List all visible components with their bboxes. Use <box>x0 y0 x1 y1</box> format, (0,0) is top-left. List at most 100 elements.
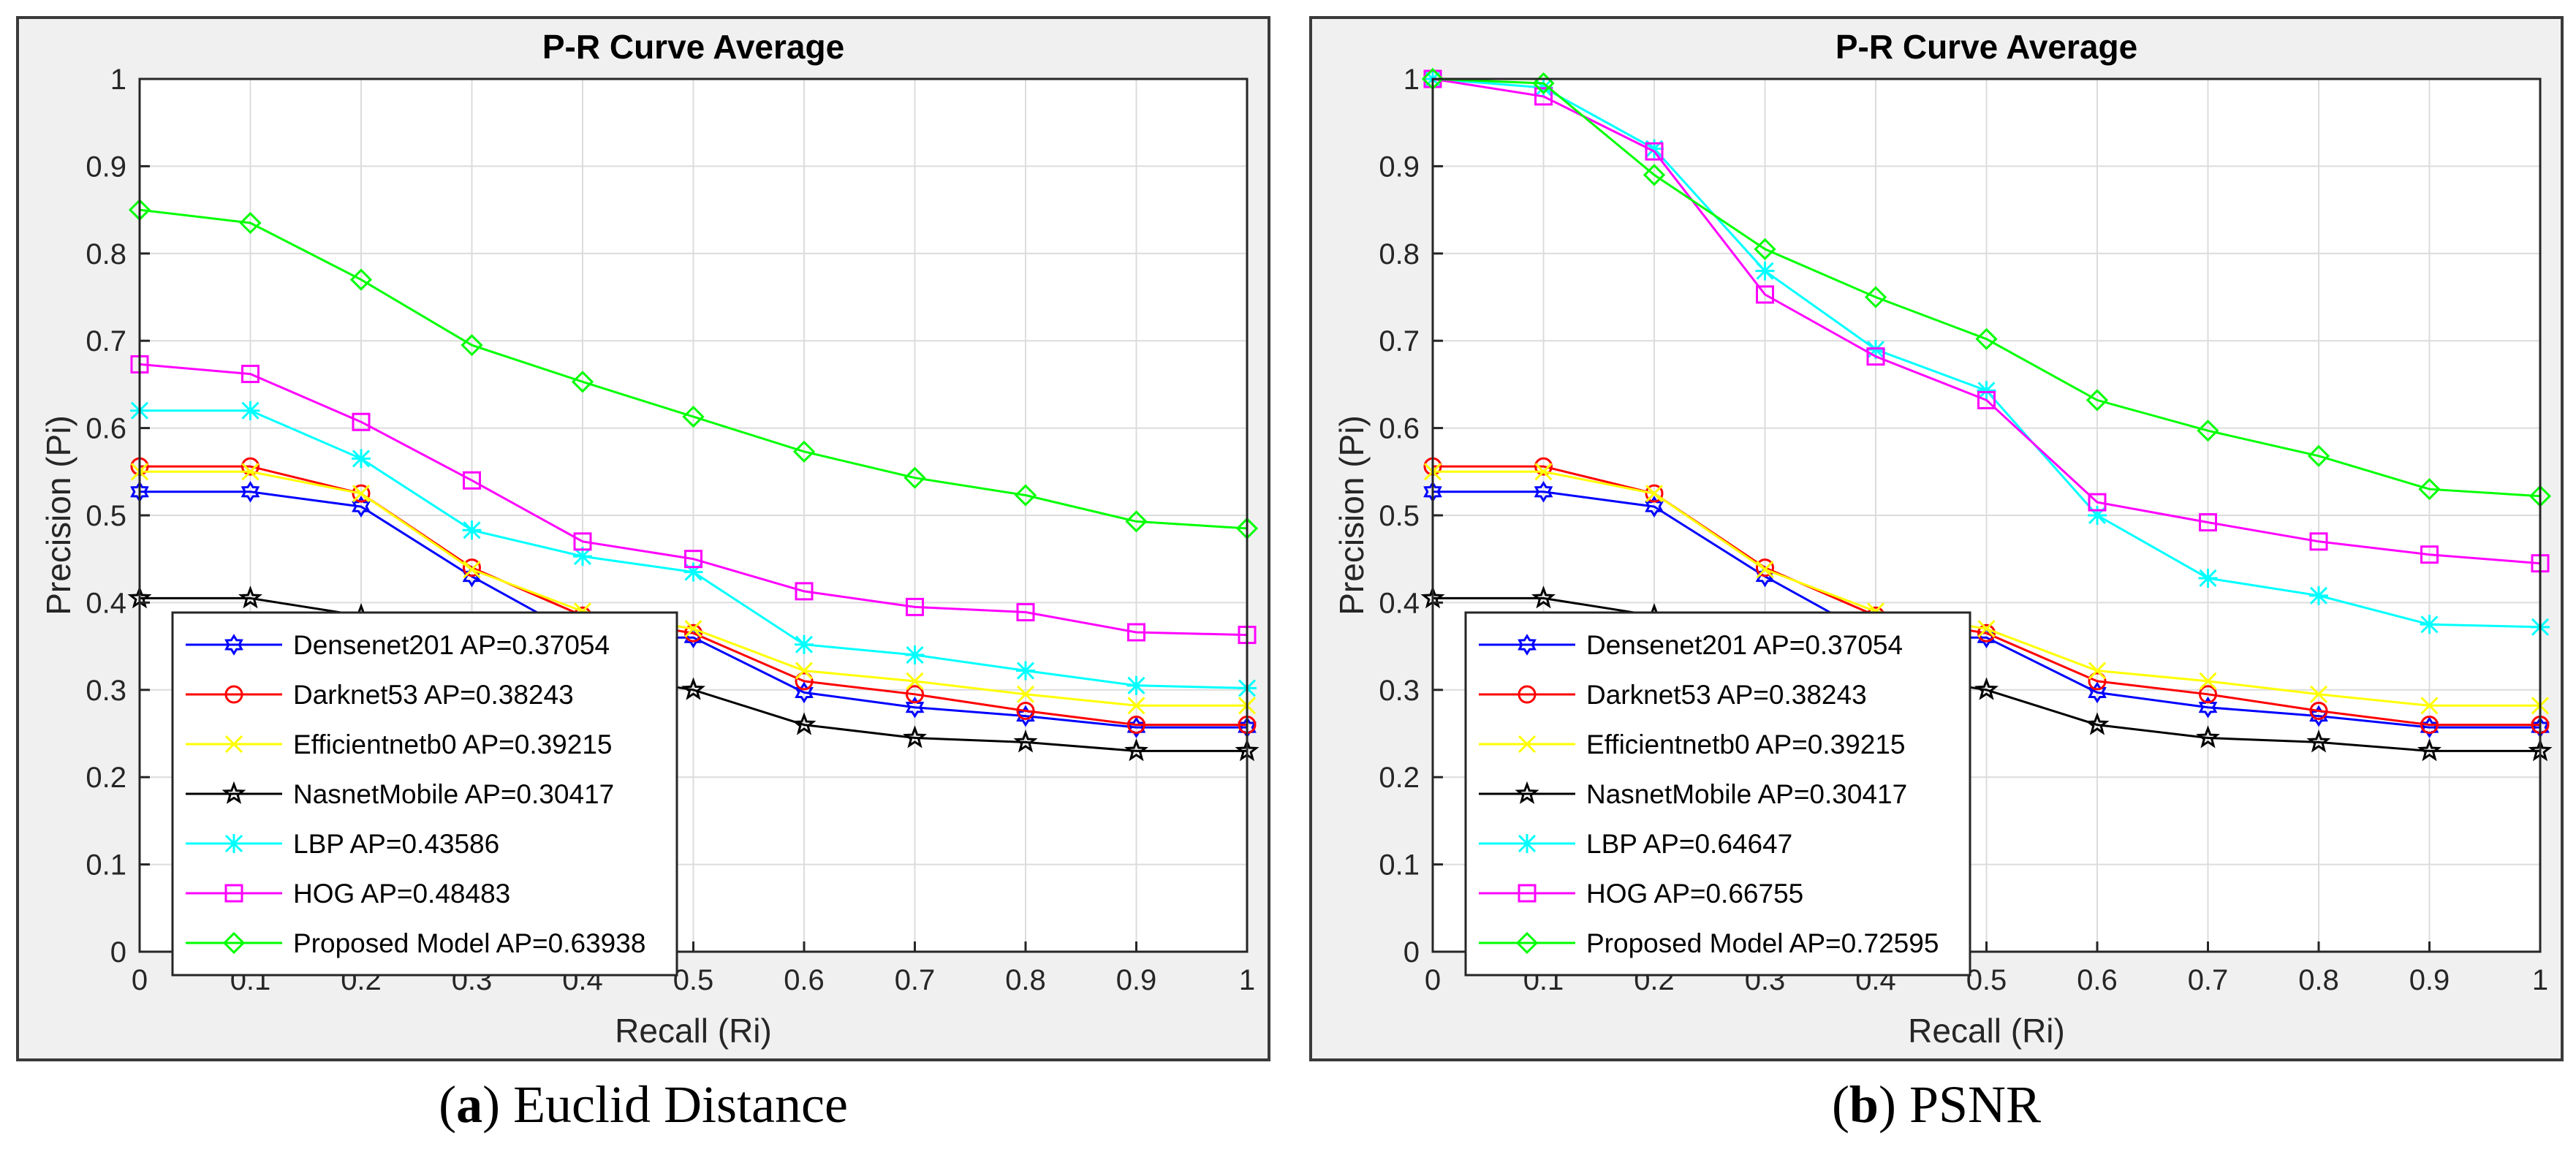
x-tick-label: 1 <box>1239 964 1255 996</box>
legend-label: LBP AP=0.43586 <box>293 829 499 859</box>
legend-entry: Proposed Model AP=0.72595 <box>1479 928 1939 958</box>
x-axis-label: Recall (Ri) <box>615 1012 772 1050</box>
chart-panel-euclid: 0 0.1 0.2 0.3 0.4 0.5 0.6 0.7 0.8 0.9 1 0 0.1 0.2 0.3 0… <box>16 16 1270 1061</box>
x-tick-label: 0.5 <box>1966 964 2007 996</box>
legend-label: Darknet53 AP=0.38243 <box>293 680 574 710</box>
x-tick-label: 0.8 <box>1005 964 1046 996</box>
legend-entry: HOG AP=0.66755 <box>1479 879 1803 909</box>
y-tick-label: 0.6 <box>86 413 126 445</box>
data-point <box>352 449 371 469</box>
legend-marker <box>1518 834 1537 853</box>
data-point <box>2085 712 2110 735</box>
data-point <box>1756 560 1774 579</box>
data-point <box>2088 506 2107 525</box>
legend-marker <box>1518 735 1537 754</box>
legend-marker <box>224 884 243 903</box>
x-tick-label: 0 <box>1425 964 1441 996</box>
x-tick-label: 0.6 <box>2077 964 2118 996</box>
y-tick-label: 0.1 <box>86 849 126 882</box>
y-tick-label: 0.8 <box>1379 238 1420 270</box>
data-point <box>904 466 926 489</box>
legend-marker <box>1518 884 1537 903</box>
legend-entry: Efficientnetb0 AP=0.39215 <box>1479 730 1905 759</box>
data-point <box>1645 484 1664 503</box>
data-point <box>905 696 925 719</box>
data-point <box>1127 697 1145 715</box>
caption-psnr: (b) PSNR <box>1309 1075 2564 1140</box>
y-tick-label: 1 <box>110 64 126 96</box>
data-point <box>571 371 594 393</box>
chart-title: P-R Curve Average <box>1836 28 2137 66</box>
caption-open: ( <box>1831 1075 1849 1134</box>
series-line <box>1432 77 2541 498</box>
data-point <box>2309 701 2328 720</box>
data-point <box>906 685 924 704</box>
y-tick-label: 1 <box>1403 64 1420 96</box>
x-tick-label: 0.5 <box>673 964 714 996</box>
data-point <box>1754 238 1776 260</box>
data-point <box>2199 513 2217 532</box>
x-tick-label: 0.9 <box>1116 964 1157 996</box>
series-2 <box>130 463 1257 715</box>
data-point <box>1645 485 1664 503</box>
y-tick-label: 0.6 <box>1379 413 1420 445</box>
data-point <box>684 620 702 638</box>
series-1 <box>1423 457 2550 735</box>
series-line <box>1432 77 2541 565</box>
data-point <box>463 560 481 579</box>
series-line <box>140 490 1247 729</box>
caption-letter: a <box>456 1075 483 1134</box>
data-point <box>684 550 702 569</box>
data-point <box>795 662 814 680</box>
data-point <box>792 440 816 463</box>
data-point <box>352 412 371 431</box>
data-point <box>2420 697 2439 715</box>
y-tick-label: 0.4 <box>86 587 126 619</box>
data-point <box>573 547 592 566</box>
data-point <box>795 582 814 601</box>
data-point <box>1756 285 1774 304</box>
x-tick-label: 0 <box>132 964 148 996</box>
series-line <box>1433 490 2540 729</box>
data-point <box>2417 738 2441 762</box>
series-line <box>140 465 1247 727</box>
series-line <box>139 363 1248 637</box>
legend-label: NasnetMobile AP=0.30417 <box>293 779 614 809</box>
data-point <box>241 457 260 476</box>
data-point <box>1645 142 1664 161</box>
legend-entry: Efficientnetb0 AP=0.39215 <box>186 730 612 759</box>
caption-euclid: (a) Euclid Distance <box>16 1075 1270 1140</box>
legend-entry: NasnetMobile AP=0.30417 <box>186 779 614 809</box>
legend-marker <box>1518 634 1537 656</box>
data-point <box>463 558 481 577</box>
data-point <box>1974 677 1999 700</box>
legend: Densenet201 AP=0.37054 Darknet53 AP=0.382… <box>171 611 678 977</box>
caption-letter: b <box>1849 1075 1879 1134</box>
data-point <box>1977 620 1996 638</box>
data-point <box>1643 164 1666 186</box>
data-point <box>905 645 925 665</box>
data-point <box>352 484 371 503</box>
data-point <box>1977 381 1996 401</box>
data-point <box>1534 463 1553 481</box>
caption-close: ) <box>482 1075 501 1134</box>
caption-text: PSNR <box>1895 1075 2042 1134</box>
y-tick-label: 0.2 <box>86 762 126 794</box>
data-point <box>1127 623 1145 642</box>
legend-marker <box>224 834 243 853</box>
y-tick-label: 0.9 <box>1379 151 1420 183</box>
data-point <box>684 624 702 643</box>
data-point <box>2420 615 2439 634</box>
legend-entry: HOG AP=0.48483 <box>186 879 510 909</box>
data-point <box>1534 457 1553 476</box>
legend-marker <box>224 735 243 754</box>
legend-label: Densenet201 AP=0.37054 <box>1586 630 1903 660</box>
data-point <box>1977 390 1996 409</box>
data-point <box>1755 261 1775 281</box>
data-point <box>1016 661 1035 681</box>
data-point <box>1756 558 1774 577</box>
legend-label: Efficientnetb0 AP=0.39215 <box>1586 730 1905 759</box>
caption-close: ) <box>1878 1075 1896 1134</box>
x-axis-label: Recall (Ri) <box>1908 1012 2065 1050</box>
data-point <box>2199 672 2217 690</box>
